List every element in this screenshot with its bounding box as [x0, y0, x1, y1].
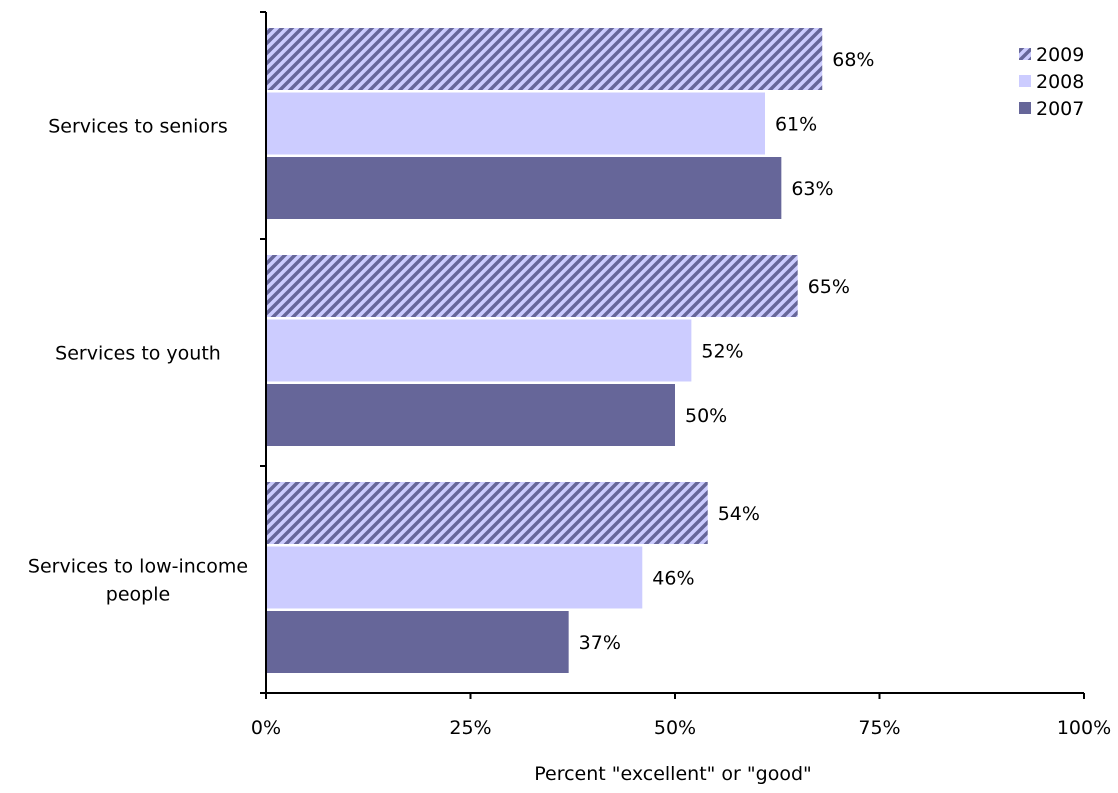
legend-swatch-2007	[1019, 102, 1031, 114]
legend: 2009 2008 2007	[1019, 44, 1084, 120]
x-tick-label: 25%	[449, 717, 491, 739]
data-label: 46%	[652, 568, 694, 590]
bar-2007-2	[266, 611, 569, 673]
legend-label: 2009	[1036, 44, 1084, 66]
data-label: 50%	[685, 405, 727, 427]
data-label: 65%	[808, 276, 850, 298]
data-label: 52%	[701, 341, 743, 363]
category-label-line: people	[106, 584, 170, 606]
data-label: 54%	[718, 503, 760, 525]
x-axis-title: Percent "excellent" or "good"	[534, 763, 812, 785]
x-tick-label: 50%	[654, 717, 696, 739]
x-tick-label: 0%	[251, 717, 281, 739]
bar-2008-1	[266, 319, 692, 382]
bar-2009-1	[266, 255, 798, 317]
category-label: Services to low-income people	[28, 556, 248, 606]
category-label-line: Services to youth	[55, 343, 221, 365]
x-tick-label: 75%	[858, 717, 900, 739]
category-label: Services to seniors	[48, 116, 228, 138]
bar-2007-0	[266, 157, 782, 219]
data-label: 61%	[775, 114, 817, 136]
bar-2008-0	[266, 92, 765, 155]
data-label: 37%	[579, 632, 621, 654]
x-ticks	[265, 693, 1085, 699]
data-labels: 68% 61% 63% 65% 52% 50% 54% 46% 37%	[579, 49, 875, 654]
legend-swatch-2008	[1019, 75, 1031, 87]
legend-swatch-2009	[1019, 48, 1031, 60]
bar-2007-1	[266, 384, 675, 446]
legend-label: 2008	[1036, 71, 1084, 93]
category-label-line: Services to low-income	[28, 556, 248, 578]
category-labels: Services to seniors Services to youth Serv…	[28, 116, 248, 606]
bar-2009-2	[266, 482, 708, 544]
bars	[266, 28, 823, 673]
bar-2009-0	[266, 28, 823, 90]
category-label-line: Services to seniors	[48, 116, 228, 138]
category-label: Services to youth	[55, 343, 221, 365]
x-tick-label: 100%	[1057, 717, 1111, 739]
data-label: 68%	[832, 49, 874, 71]
bar-2008-2	[266, 546, 643, 609]
legend-label: 2007	[1036, 98, 1084, 120]
x-tick-labels: 0% 25% 50% 75% 100%	[251, 717, 1111, 739]
data-label: 63%	[791, 178, 833, 200]
